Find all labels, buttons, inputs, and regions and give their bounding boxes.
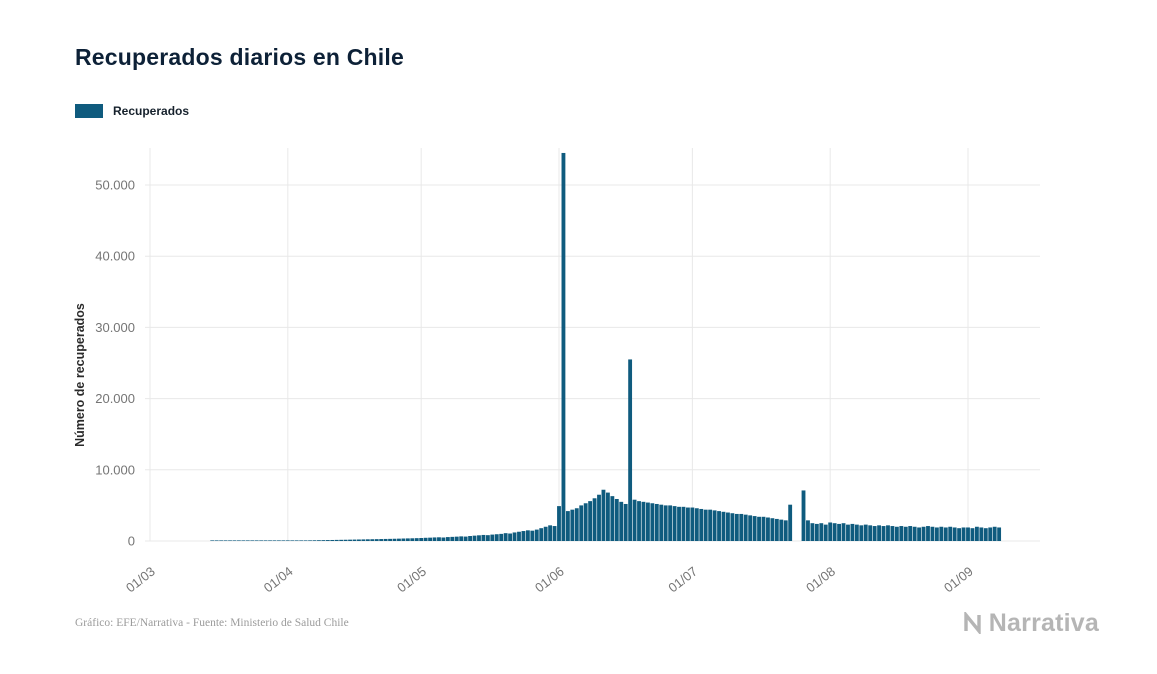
- svg-text:01/06: 01/06: [532, 564, 567, 596]
- svg-text:01/09: 01/09: [941, 564, 976, 596]
- source-credit: Gráfico: EFE/Narrativa - Fuente: Ministe…: [75, 617, 349, 629]
- narrativa-logo-icon: [964, 612, 981, 634]
- svg-text:0: 0: [128, 534, 135, 549]
- narrativa-logo: Narrativa: [962, 609, 1099, 638]
- svg-text:01/04: 01/04: [261, 564, 296, 596]
- svg-text:01/08: 01/08: [803, 564, 838, 596]
- svg-text:Número de recuperados: Número de recuperados: [73, 303, 87, 447]
- legend-swatch: [75, 104, 103, 118]
- chart-title: Recuperados diarios en Chile: [75, 44, 404, 70]
- legend-label: Recuperados: [113, 104, 190, 118]
- brand-name: Narrativa: [988, 608, 1099, 637]
- svg-text:30.000: 30.000: [95, 320, 135, 335]
- svg-text:01/05: 01/05: [394, 564, 429, 596]
- svg-text:40.000: 40.000: [95, 249, 135, 264]
- svg-text:01/03: 01/03: [123, 564, 158, 596]
- svg-text:20.000: 20.000: [95, 391, 135, 406]
- svg-text:50.000: 50.000: [95, 178, 135, 193]
- svg-text:01/07: 01/07: [665, 564, 700, 596]
- bar-chart: 0 10.000 20.000 30.000 40.000 50.000 01/03 01/0…: [73, 148, 1040, 596]
- svg-text:10.000: 10.000: [95, 462, 135, 477]
- legend: Recuperados: [75, 104, 189, 118]
- footer: Gráfico: EFE/Narrativa - Fuente: Ministe…: [75, 603, 1099, 643]
